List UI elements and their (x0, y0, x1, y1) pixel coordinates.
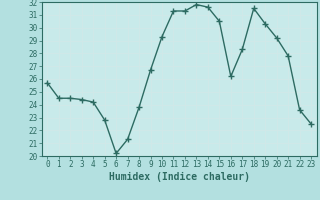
X-axis label: Humidex (Indice chaleur): Humidex (Indice chaleur) (109, 172, 250, 182)
